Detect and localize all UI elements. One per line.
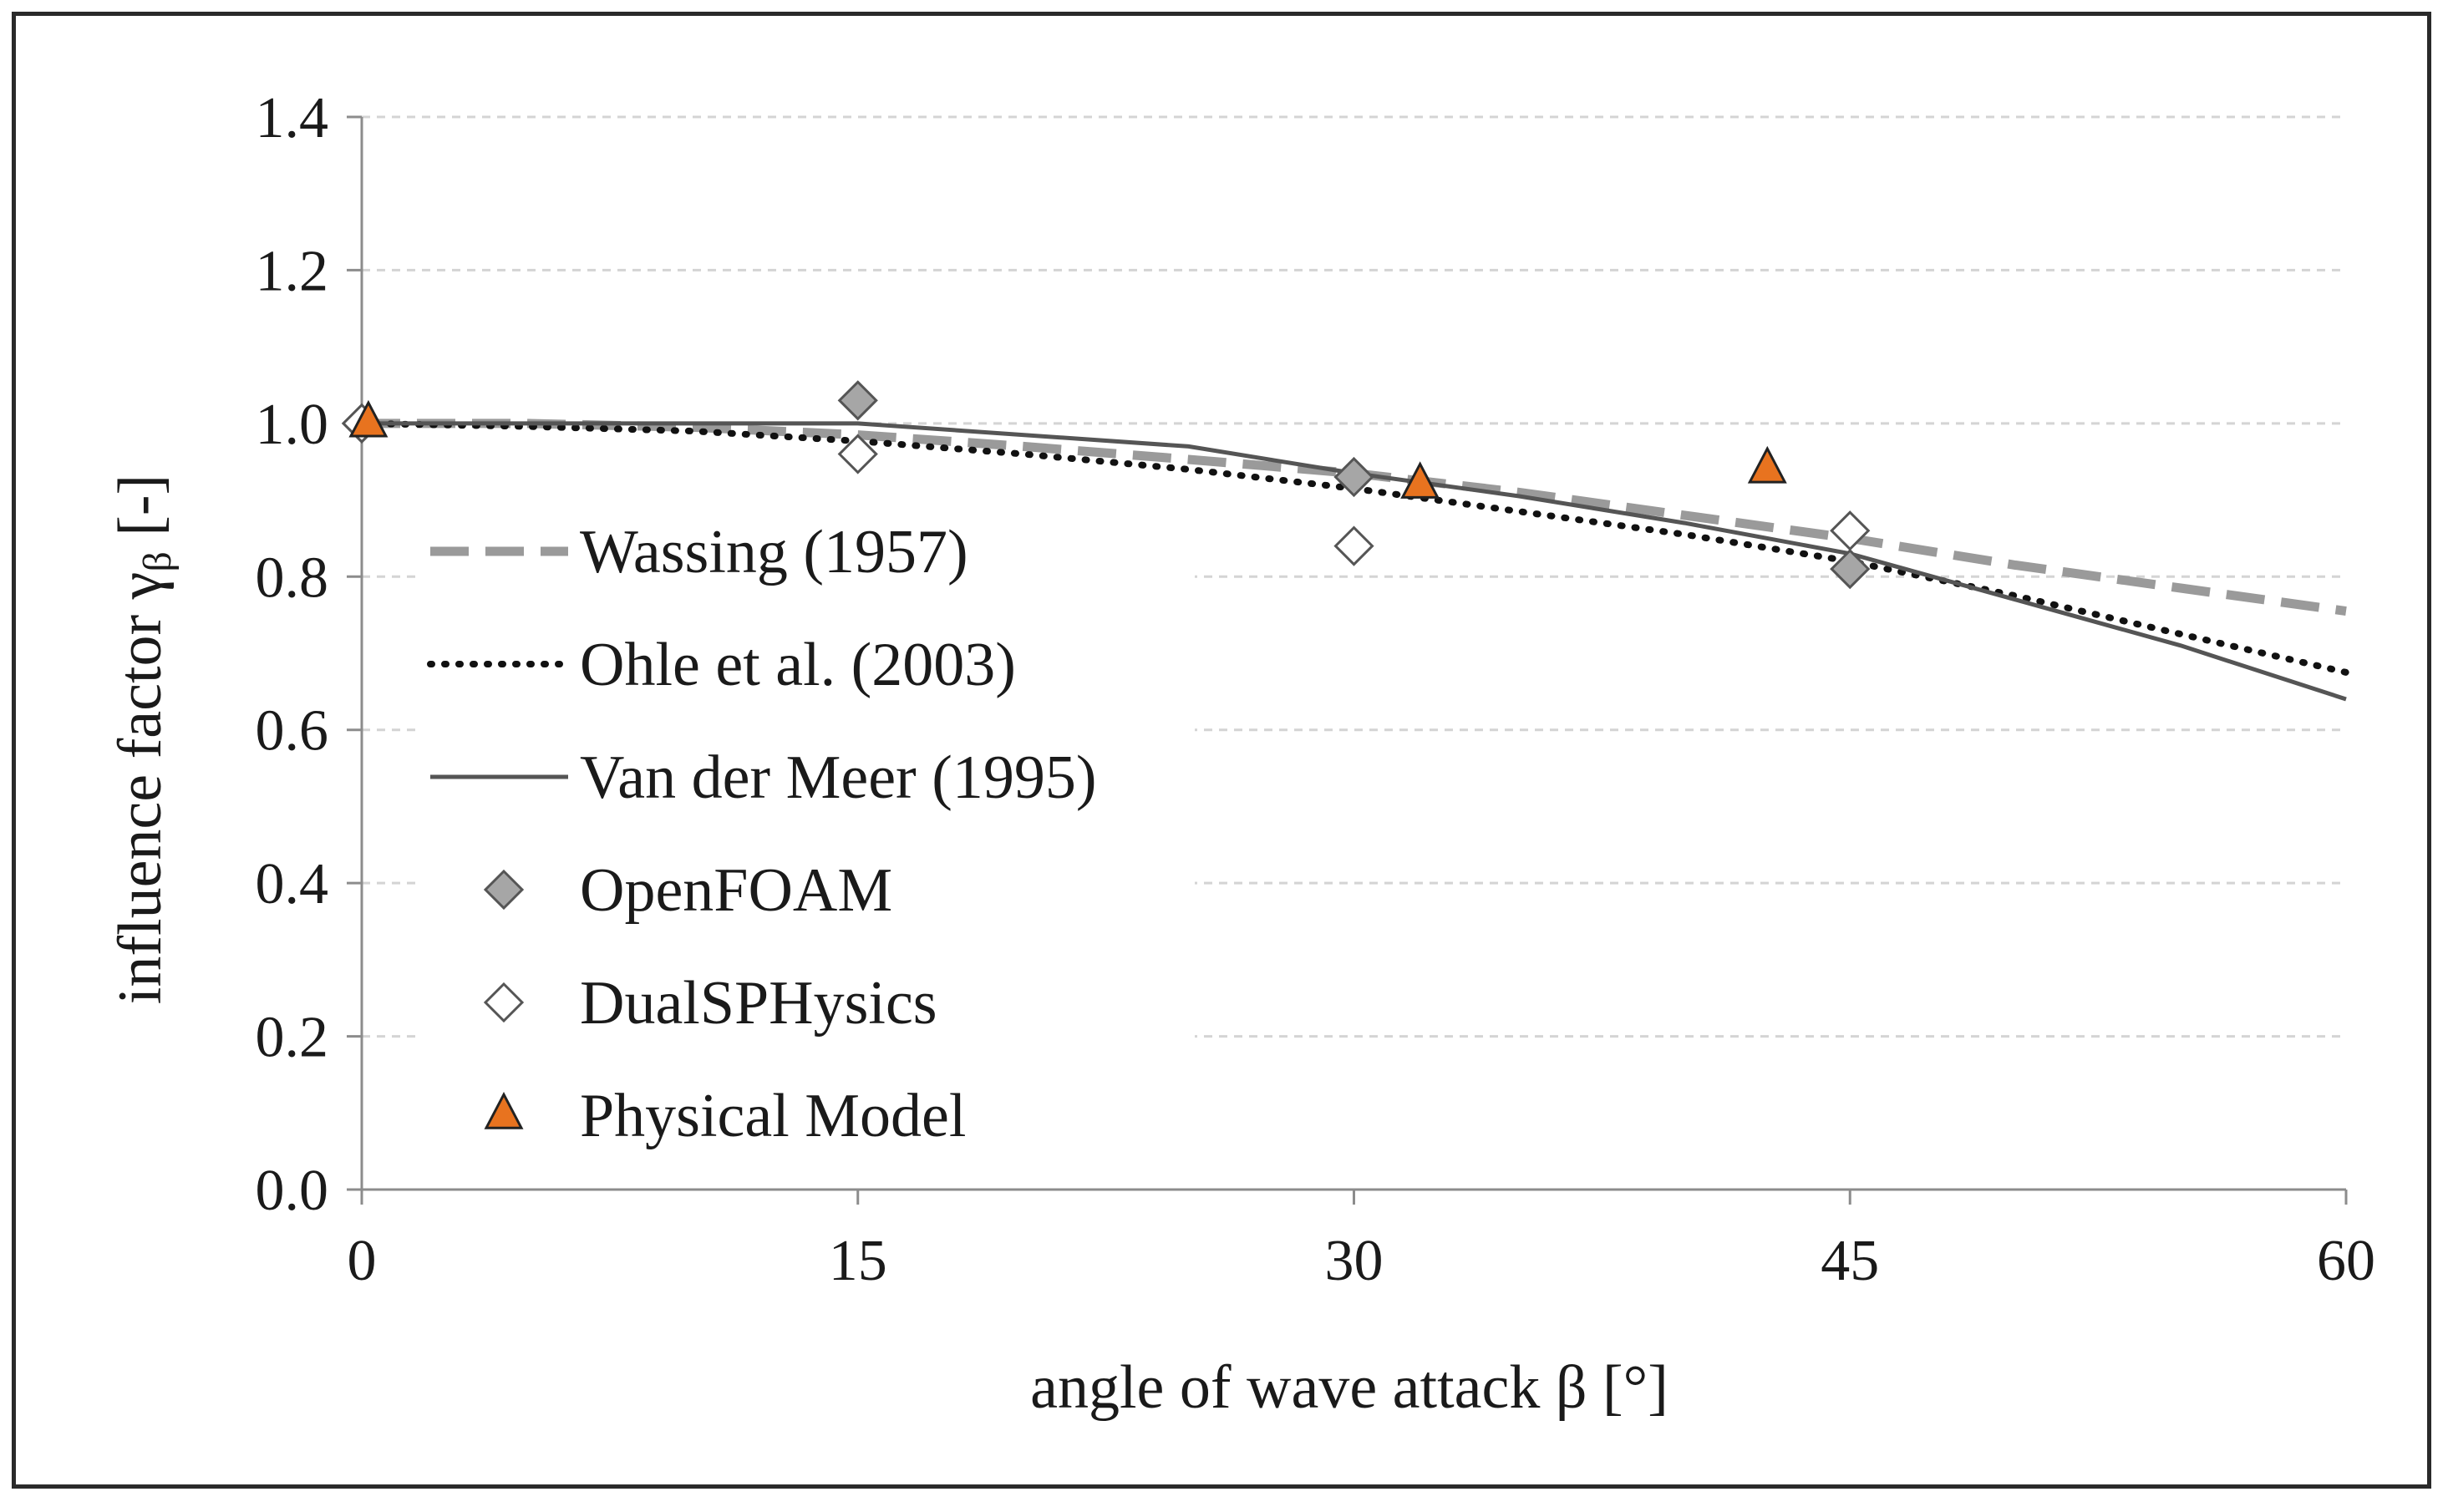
legend: Wassing (1957) Ohle et al. (2003) Van der … <box>418 500 1195 1175</box>
legend-label-van-der-meer-1995-: Van der Meer (1995) <box>580 743 1097 812</box>
y-tick-label-1: 0.2 <box>256 1006 329 1070</box>
y-tick-label-4: 0.8 <box>256 545 329 610</box>
legend-label-physical-model: Physical Model <box>580 1082 966 1150</box>
y-tick-label-6: 1.2 <box>256 239 329 303</box>
figure-frame <box>12 12 2431 1489</box>
y-tick-label-5: 1.0 <box>256 393 329 457</box>
y-tick-label-0: 0.0 <box>256 1159 329 1223</box>
physical-model-point-1 <box>1400 461 1440 499</box>
dualsphysics-point-3 <box>1830 510 1871 551</box>
x-tick-label-0: 0 <box>348 1229 377 1293</box>
physical-model-point-0 <box>348 399 389 438</box>
legend-label-openfoam: OpenFOAM <box>580 856 892 925</box>
openfoam-point-2 <box>1333 456 1374 498</box>
x-tick-label-3: 45 <box>1821 1229 1879 1293</box>
legend-swatch-openfoam <box>483 869 525 911</box>
y-axis-label: influence factor γβ [-] <box>106 474 180 1004</box>
legend-background <box>418 500 1195 1175</box>
series-line-van-der-meer-1995- <box>362 421 2347 702</box>
legend-label-dualsphysics: DualSPHysics <box>580 969 937 1038</box>
series-markers <box>341 380 1871 590</box>
y-tick-label-3: 0.6 <box>256 699 329 764</box>
y-axis-label-tail: [-] <box>106 474 175 551</box>
physical-model-point-2 <box>1747 445 1787 484</box>
legend-swatch-dualsphysics <box>483 982 525 1023</box>
y-tick-label-2: 0.4 <box>256 852 329 916</box>
x-axis-label: angle of wave attack β [°] <box>1030 1353 1668 1422</box>
legend-label-wassing-1957-: Wassing (1957) <box>580 518 968 586</box>
legend-swatch-physical-model <box>484 1091 524 1129</box>
x-tick-label-2: 30 <box>1325 1229 1384 1293</box>
dualsphysics-point-2 <box>1333 525 1374 566</box>
x-tick-label-1: 15 <box>829 1229 887 1293</box>
y-tick-label-7: 1.4 <box>256 86 329 150</box>
axes: 0.0 0.2 0.4 0.6 0.8 1.0 1.2 1.4 0 15 30 45 60 <box>256 86 2376 1293</box>
y-axis-label-sub: β <box>135 551 180 571</box>
y-axis-label-main: influence factor γ <box>106 572 175 1005</box>
dualsphysics-point-1 <box>837 434 878 474</box>
legend-label-ohle-et-al-2003-: Ohle et al. (2003) <box>580 631 1016 699</box>
x-tick-label-4: 60 <box>2317 1229 2375 1293</box>
openfoam-point-3 <box>1830 548 1871 590</box>
openfoam-point-1 <box>837 380 878 421</box>
